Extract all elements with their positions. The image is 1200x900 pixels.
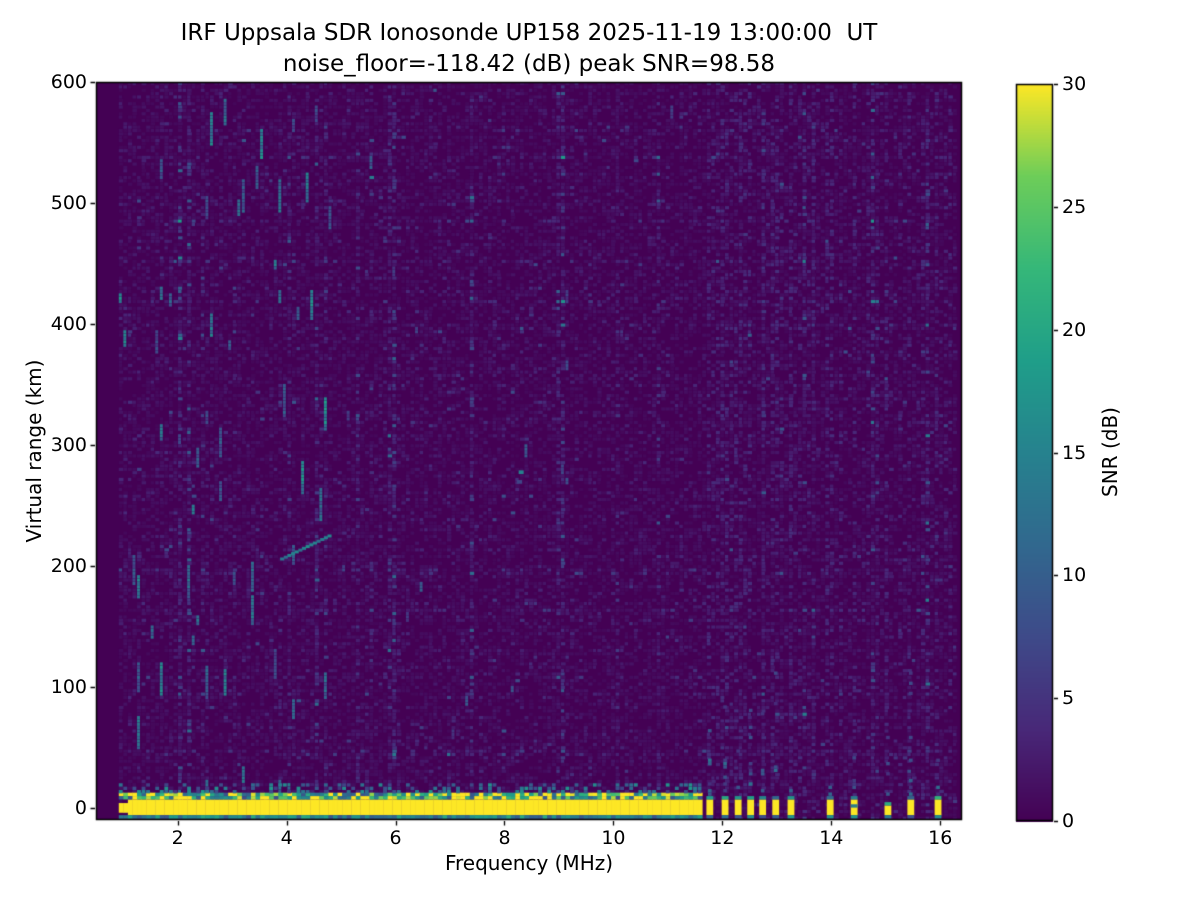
colorbar-tick-label: 0: [1062, 810, 1075, 832]
colorbar-tick-label: 30: [1062, 73, 1087, 95]
chart-title: IRF Uppsala SDR Ionosonde UP158 2025-11-…: [180, 20, 878, 46]
x-tick-label: 4: [280, 827, 293, 849]
colorbar-tick-label: 20: [1062, 318, 1087, 341]
colorbar-tick-label: 25: [1062, 195, 1087, 218]
x-tick-label: 2: [171, 827, 184, 849]
x-tick-label: 12: [710, 827, 735, 849]
y-tick-label: 0: [74, 796, 87, 819]
x-tick-label: 8: [498, 827, 511, 849]
y-tick-label: 600: [50, 71, 87, 93]
x-tick-label: 14: [819, 827, 844, 849]
y-tick-label: 400: [50, 312, 87, 335]
y-tick-label: 500: [50, 191, 87, 214]
colorbar-tick-label: 10: [1062, 564, 1087, 587]
colorbar-tick-label: 15: [1062, 441, 1087, 464]
x-tick-label: 6: [389, 827, 402, 849]
y-tick-label: 100: [50, 675, 87, 698]
chart-subtitle: noise_floor=-118.42 (dB) peak SNR=98.58: [282, 51, 776, 77]
x-axis-label: Frequency (MHz): [444, 851, 614, 875]
x-tick-label: 10: [601, 827, 626, 849]
colorbar-tick-label: 5: [1062, 687, 1075, 710]
y-tick-label: 200: [50, 554, 87, 577]
y-tick-label: 300: [50, 433, 87, 456]
x-tick-label: 16: [928, 827, 953, 849]
